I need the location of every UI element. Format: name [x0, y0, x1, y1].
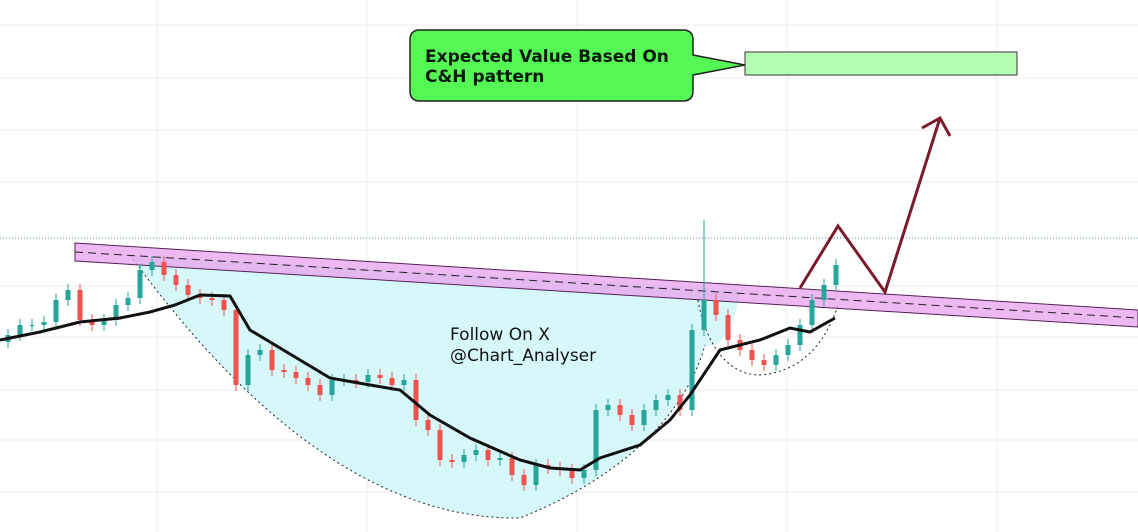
candle-body — [293, 372, 299, 378]
candle-body — [461, 455, 467, 462]
candle-body — [665, 395, 671, 400]
candle-body — [185, 285, 191, 295]
candle-body — [689, 330, 695, 410]
candle-body — [317, 385, 323, 395]
candle-body — [425, 420, 431, 430]
candle-body — [437, 430, 443, 460]
watermark: Follow On X — [450, 325, 550, 345]
candle-body — [389, 378, 395, 385]
candle-body — [449, 460, 455, 462]
candle-body — [413, 380, 419, 420]
candle-body — [53, 300, 59, 322]
callout-text: C&H pattern — [425, 67, 544, 87]
target-box — [744, 51, 1018, 76]
cup-area — [130, 255, 740, 519]
candle-body — [305, 378, 311, 385]
candle-body — [485, 450, 491, 460]
candle-body — [617, 405, 623, 415]
candle-body — [725, 315, 731, 340]
candle-body — [137, 270, 143, 298]
candle-body — [233, 310, 239, 385]
candle-body — [245, 355, 251, 385]
candle-body — [353, 380, 359, 382]
candle-body — [677, 395, 683, 410]
candle-body — [125, 298, 131, 305]
candle-body — [269, 350, 275, 370]
candle-body — [281, 370, 287, 372]
candle-body — [29, 325, 35, 326]
candle-body — [761, 360, 767, 365]
candle-body — [209, 298, 215, 300]
candle-body — [377, 375, 383, 378]
callout — [409, 29, 746, 102]
candles — [5, 220, 839, 491]
candle-body — [257, 350, 263, 355]
candle-body — [89, 320, 95, 325]
candle-body — [473, 450, 479, 455]
candle-body — [65, 290, 71, 300]
candle-body — [629, 415, 635, 425]
candle-body — [533, 465, 539, 485]
candle-body — [773, 355, 779, 365]
projection-arrow — [798, 117, 942, 296]
arrow-head — [921, 115, 952, 137]
candle-body — [713, 300, 719, 315]
candle-body — [593, 410, 599, 470]
candle-body — [701, 300, 707, 330]
candle-body — [161, 262, 167, 275]
candle-body — [641, 410, 647, 425]
candle-body — [365, 375, 371, 382]
candle-body — [749, 350, 755, 360]
candle-body — [17, 325, 23, 335]
resistance-line — [74, 251, 1138, 319]
candle-body — [581, 470, 587, 478]
candle-body — [329, 380, 335, 395]
callout-text: Expected Value Based On — [425, 47, 669, 67]
candle-body — [101, 320, 107, 325]
candle-body — [41, 322, 47, 325]
candle-body — [497, 458, 503, 460]
candle-body — [77, 290, 83, 320]
candle-body — [569, 470, 575, 478]
candle-body — [401, 380, 407, 385]
candle-body — [605, 405, 611, 410]
candle-body — [809, 300, 815, 325]
candle-body — [173, 275, 179, 285]
candle-body — [509, 458, 515, 475]
watermark: @Chart_Analyser — [450, 346, 596, 366]
candle-body — [221, 300, 227, 310]
candle-body — [149, 262, 155, 270]
resistance-band — [74, 242, 1138, 328]
candle-body — [797, 325, 803, 345]
candle-body — [113, 305, 119, 320]
candle-body — [653, 400, 659, 410]
handle-curve — [697, 299, 839, 376]
candle-body — [833, 265, 839, 285]
candle-body — [521, 475, 527, 485]
candle-body — [821, 285, 827, 300]
candle-body — [785, 345, 791, 355]
cup-curve — [129, 254, 706, 519]
moving-average — [0, 293, 836, 472]
